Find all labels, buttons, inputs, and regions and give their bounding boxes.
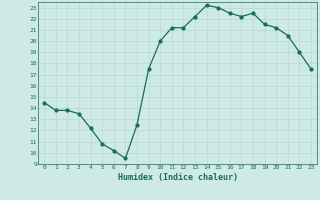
X-axis label: Humidex (Indice chaleur): Humidex (Indice chaleur): [118, 173, 238, 182]
